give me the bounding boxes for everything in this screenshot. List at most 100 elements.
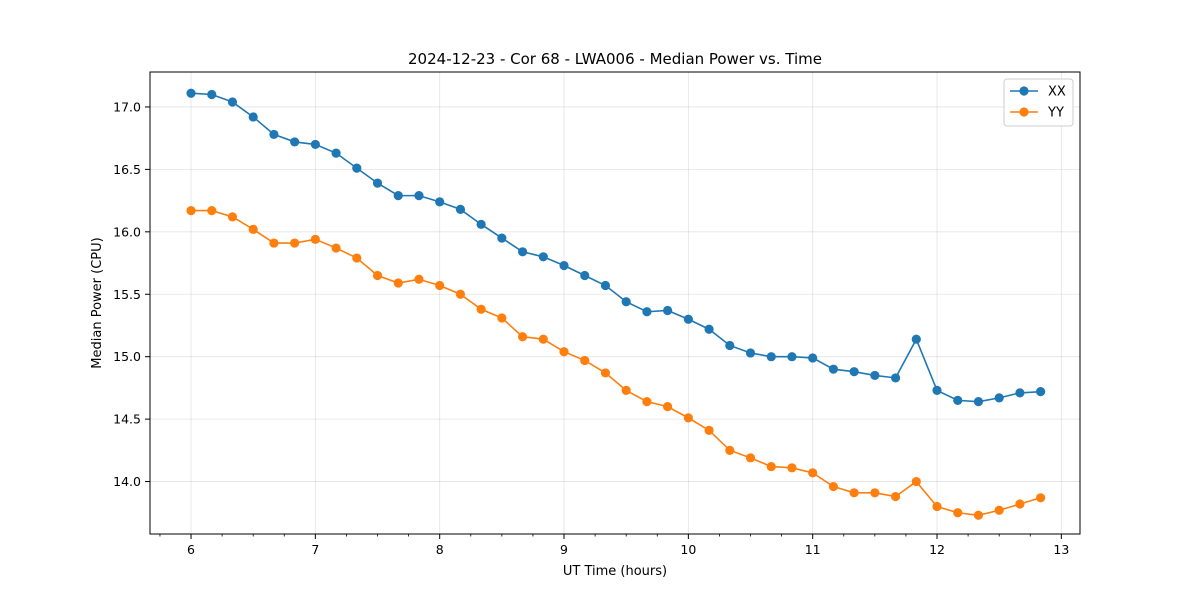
data-point-yy [870,488,880,498]
data-point-xx [828,364,839,374]
x-tick-label: 12 [929,542,945,557]
data-point-xx [1015,388,1025,398]
data-point-xx [663,305,673,316]
x-tick-label: 11 [805,542,821,557]
data-point-xx [538,252,548,262]
plot-frame [149,71,1081,535]
data-point-yy [683,413,693,423]
legend-marker-yy [1019,107,1029,117]
data-point-yy [310,234,320,244]
data-point-xx [455,204,466,214]
data-point-yy [994,505,1004,515]
legend-label-xx: XX [1048,85,1066,100]
data-point-xx [435,197,445,207]
x-tick-label: 13 [1053,542,1069,557]
x-tick-label: 6 [187,542,195,557]
data-point-xx [1036,387,1046,397]
y-tick-label: 14.5 [113,412,141,427]
y-tick-label: 15.0 [113,349,141,364]
data-point-yy [621,385,631,396]
data-point-xx [973,397,984,407]
x-tick-label: 7 [311,542,319,557]
data-point-xx [994,393,1004,403]
data-point-xx [600,280,611,291]
data-point-xx [683,314,693,324]
data-point-xx [559,260,569,271]
data-point-yy [538,334,548,344]
data-point-yy [1015,499,1025,509]
data-point-yy [476,304,486,314]
data-point-yy [849,488,859,498]
data-point-yy [808,468,818,478]
y-axis-label: Median Power (CPU) [90,237,105,368]
data-point-xx [186,88,196,98]
data-point-yy [352,253,362,263]
x-tick-label: 10 [680,542,696,557]
data-point-yy [435,280,445,291]
data-point-yy [372,270,383,281]
data-point-yy [828,481,839,492]
data-point-xx [725,340,735,351]
data-point-xx [808,353,818,363]
plot-series [186,88,1046,520]
data-point-yy [517,332,528,342]
legend-marker-xx [1019,86,1029,96]
data-point-xx [248,112,258,122]
data-point-xx [911,334,921,344]
grid [150,72,1080,534]
data-point-yy [580,355,590,366]
data-point-xx [414,191,424,201]
data-point-xx [497,233,507,243]
data-point-xx [766,352,776,362]
data-point-yy [393,278,403,288]
data-point-yy [704,425,714,435]
data-point-yy [331,243,341,253]
y-tick-label: 15.5 [113,287,141,302]
data-point-xx [269,129,279,140]
data-point-xx [372,178,383,188]
data-point-yy [973,510,984,520]
data-point-yy [414,274,424,284]
data-point-xx [393,191,403,201]
data-point-yy [186,206,196,216]
data-point-xx [953,395,963,405]
data-point-yy [290,238,300,248]
data-point-xx [476,219,486,229]
legend: XX YY [1003,78,1074,127]
data-point-xx [227,97,238,107]
data-point-xx [787,352,797,362]
data-point-yy [745,453,756,463]
data-point-yy [890,491,901,502]
data-point-yy [227,212,238,222]
data-point-xx [290,137,300,147]
data-point-yy [207,206,217,216]
data-point-yy [497,313,507,323]
data-point-yy [642,397,652,407]
data-point-xx [745,348,756,358]
data-point-yy [1036,493,1046,503]
y-tick-label: 14.0 [113,474,141,489]
data-point-yy [787,463,797,473]
data-point-xx [849,367,859,377]
data-point-yy [600,368,611,378]
data-point-yy [248,224,258,234]
data-point-xx [642,307,652,317]
chart-title: 2024-12-23 - Cor 68 - LWA006 - Median Po… [408,50,822,68]
data-point-yy [269,238,279,248]
data-point-xx [331,148,341,158]
y-tick-label: 16.0 [113,224,141,239]
data-point-yy [932,501,942,512]
data-point-xx [207,89,217,100]
data-point-xx [870,370,880,381]
data-point-yy [953,508,963,518]
data-point-yy [911,476,921,487]
y-tick-label: 16.5 [113,162,141,177]
data-point-yy [455,289,466,299]
data-point-xx [704,324,714,334]
data-point-xx [932,385,942,396]
data-point-xx [621,297,631,307]
x-tick-label: 9 [560,542,568,557]
x-axis-label: UT Time (hours) [563,564,667,579]
